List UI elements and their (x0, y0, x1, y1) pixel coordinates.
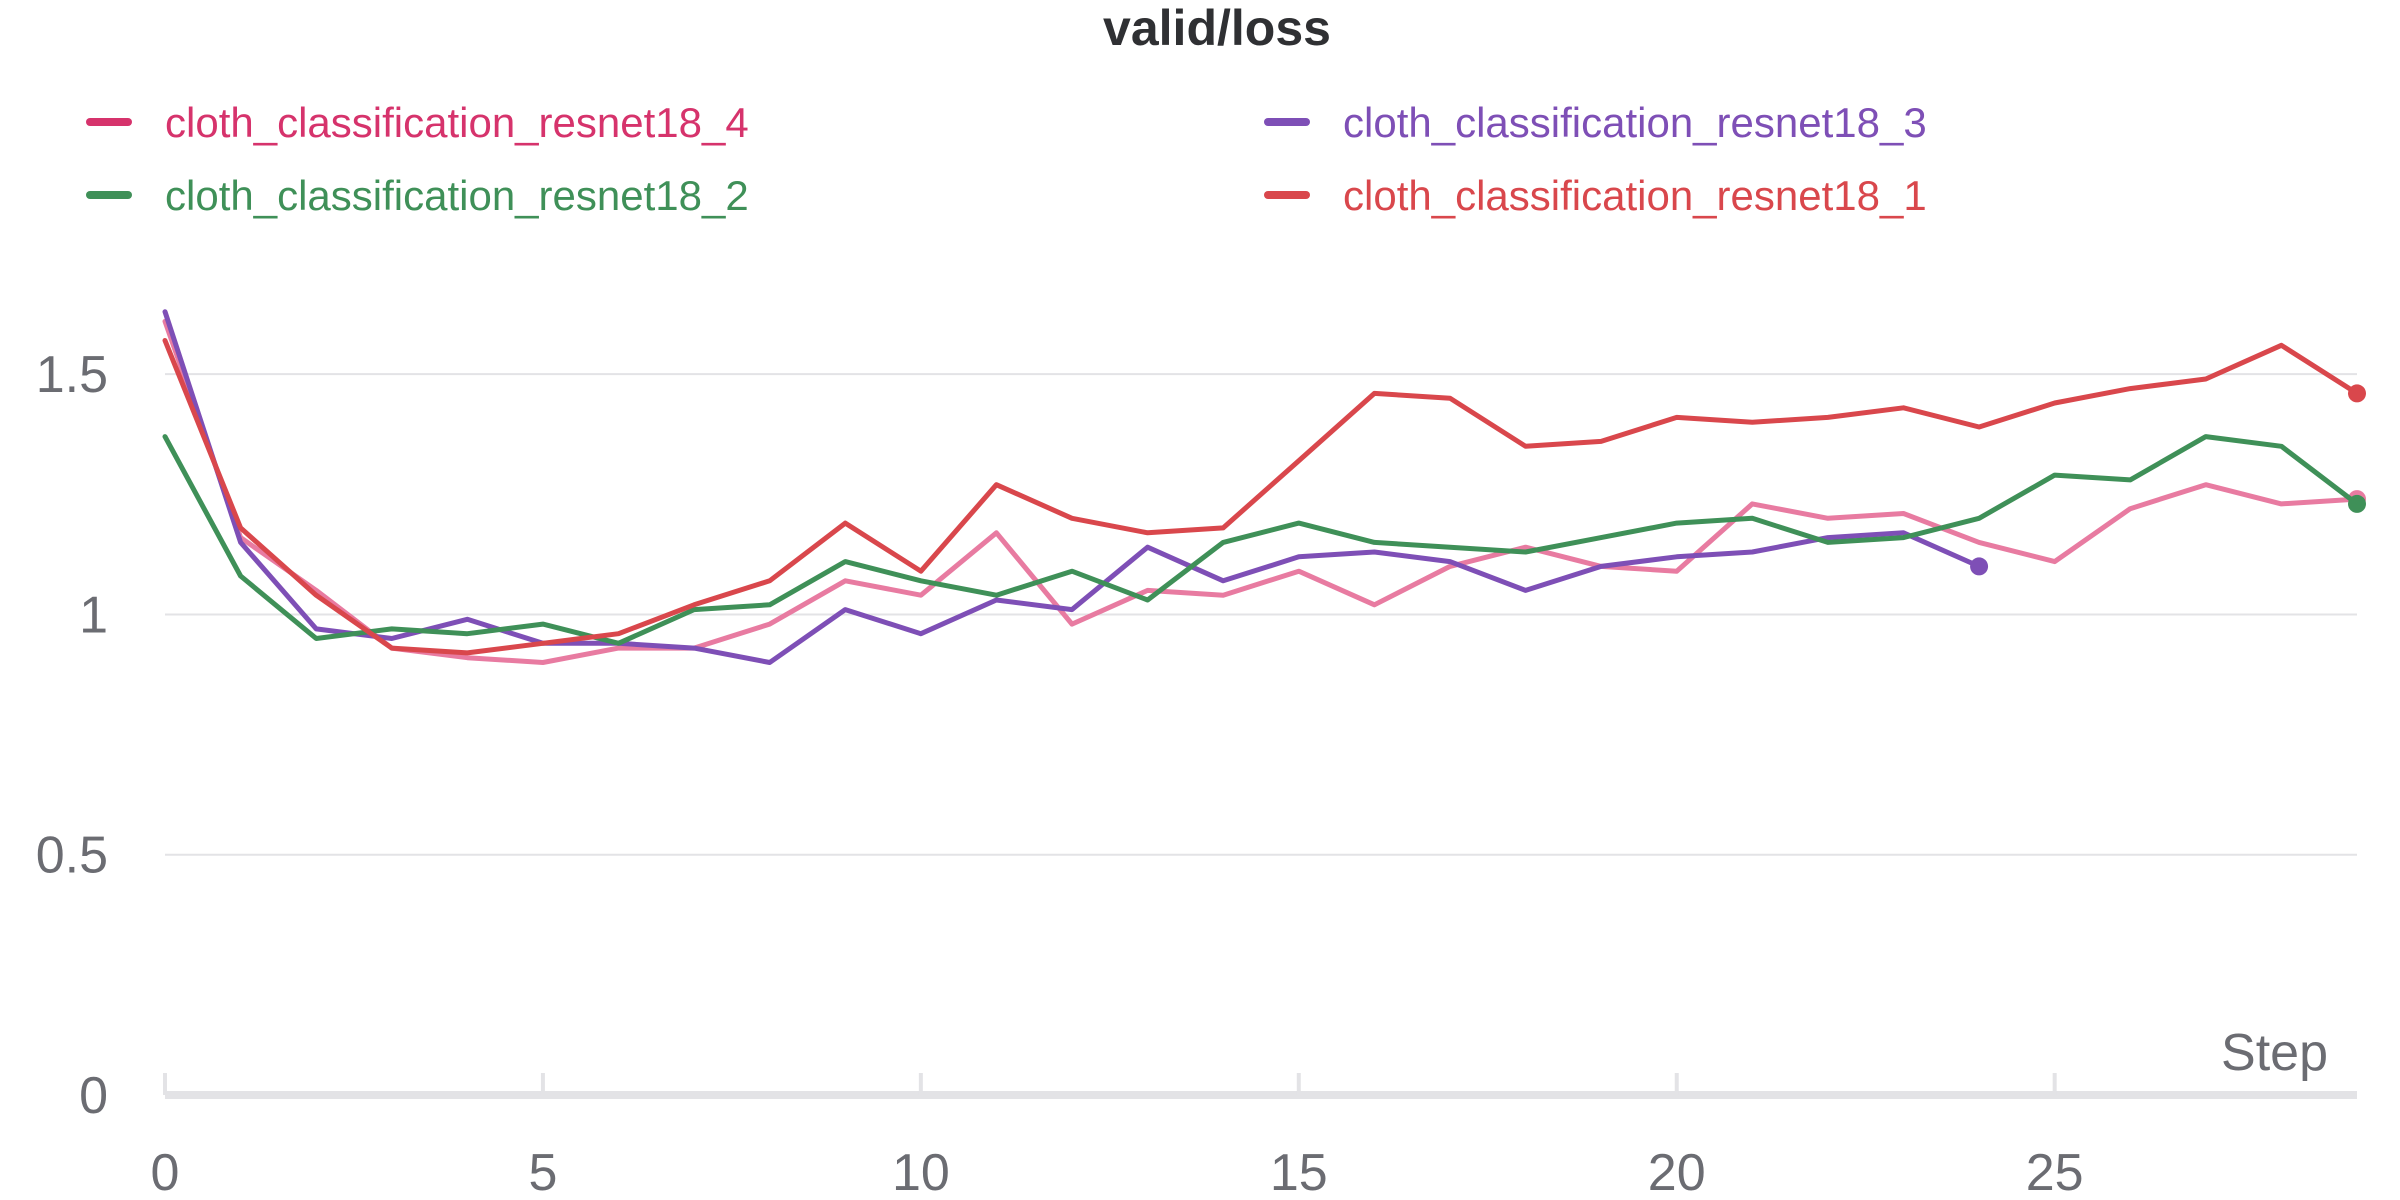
series-endpoint (1970, 557, 1989, 576)
x-tick-label: 10 (892, 1144, 950, 1200)
grid (165, 373, 2357, 856)
legend-label: cloth_classification_resnet18_4 (165, 99, 749, 146)
series-endpoint (2348, 384, 2366, 403)
series-line (162, 318, 2360, 665)
x-tick-label: 15 (1270, 1144, 1328, 1200)
legend-label: cloth_classification_resnet18_3 (1343, 99, 1927, 146)
chart-title: valid/loss (1103, 0, 1331, 56)
x-tick-label: 20 (1648, 1144, 1706, 1200)
y-tick-label: 0 (79, 1067, 108, 1125)
y-tick-label: 1.5 (36, 346, 108, 404)
y-tick-label: 1 (79, 586, 108, 644)
legend-label: cloth_classification_resnet18_2 (165, 172, 749, 219)
legend: cloth_classification_resnet18_4 cloth_cla… (86, 99, 1927, 219)
series-lines (162, 309, 2366, 665)
series-endpoint (2348, 494, 2366, 513)
series-line (162, 434, 2360, 646)
series-line (162, 338, 2360, 656)
series-line (162, 309, 1982, 665)
x-tick-label: 25 (2026, 1144, 2084, 1200)
x-tick-label: 5 (528, 1144, 557, 1200)
y-tick-label: 0.5 (36, 827, 108, 885)
x-axis-label: Step (2221, 1024, 2328, 1082)
x-tick-label: 0 (151, 1144, 180, 1200)
y-axis-ticks: 0 0.5 1 1.5 (36, 346, 108, 1125)
legend-label: cloth_classification_resnet18_1 (1343, 172, 1927, 219)
x-axis: 0 5 10 15 20 25 (151, 1073, 2357, 1200)
